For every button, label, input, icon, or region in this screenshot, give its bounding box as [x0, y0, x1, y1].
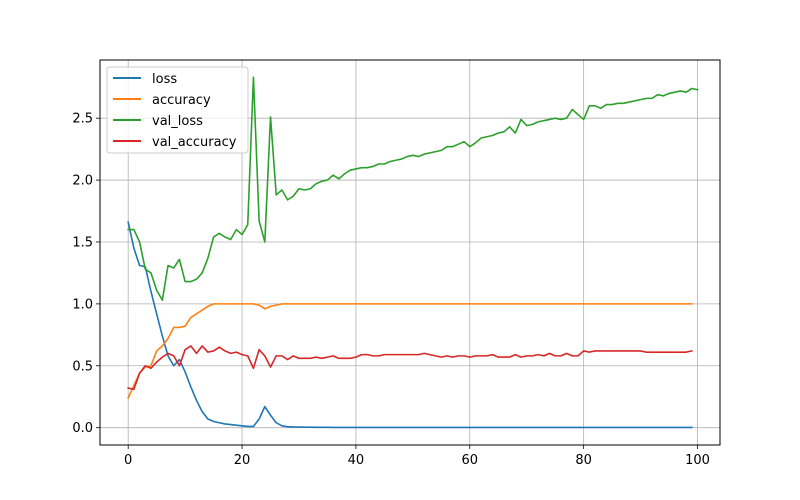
series-line-val-loss	[127, 76, 699, 301]
legend-label-val-accuracy: val_accuracy	[152, 135, 237, 150]
legend: loss accuracy val_loss val_accuracy	[106, 66, 249, 154]
y-tick-label: 0.0	[72, 421, 93, 436]
x-tick-label: 40	[348, 453, 365, 468]
y-tick-label: 2.5	[72, 112, 93, 127]
x-tick-label: 80	[575, 453, 592, 468]
grid	[100, 60, 720, 445]
x-tick-label: 100	[685, 453, 710, 468]
series-line-val-accuracy	[127, 345, 693, 391]
axis-ticks: 0 20 40 60 80 100 0.0 0.5 1.0 1.5 2.0 2.5	[72, 112, 710, 468]
x-tick-label: 0	[124, 453, 132, 468]
plot-frame	[99, 59, 721, 446]
y-tick-label: 2.0	[72, 174, 93, 189]
y-tick-label: 1.5	[72, 235, 93, 250]
legend-label-loss: loss	[152, 72, 177, 87]
y-tick-label: 0.5	[72, 359, 93, 374]
y-tick-label: 1.0	[72, 297, 93, 312]
legend-label-val-loss: val_loss	[152, 114, 203, 129]
x-tick-label: 20	[234, 453, 251, 468]
legend-frame	[106, 66, 249, 154]
series-line-accuracy	[127, 303, 693, 400]
series-lines	[127, 76, 699, 429]
x-tick-label: 60	[462, 453, 479, 468]
legend-label-accuracy: accuracy	[152, 93, 211, 108]
series-line-loss	[127, 221, 693, 429]
